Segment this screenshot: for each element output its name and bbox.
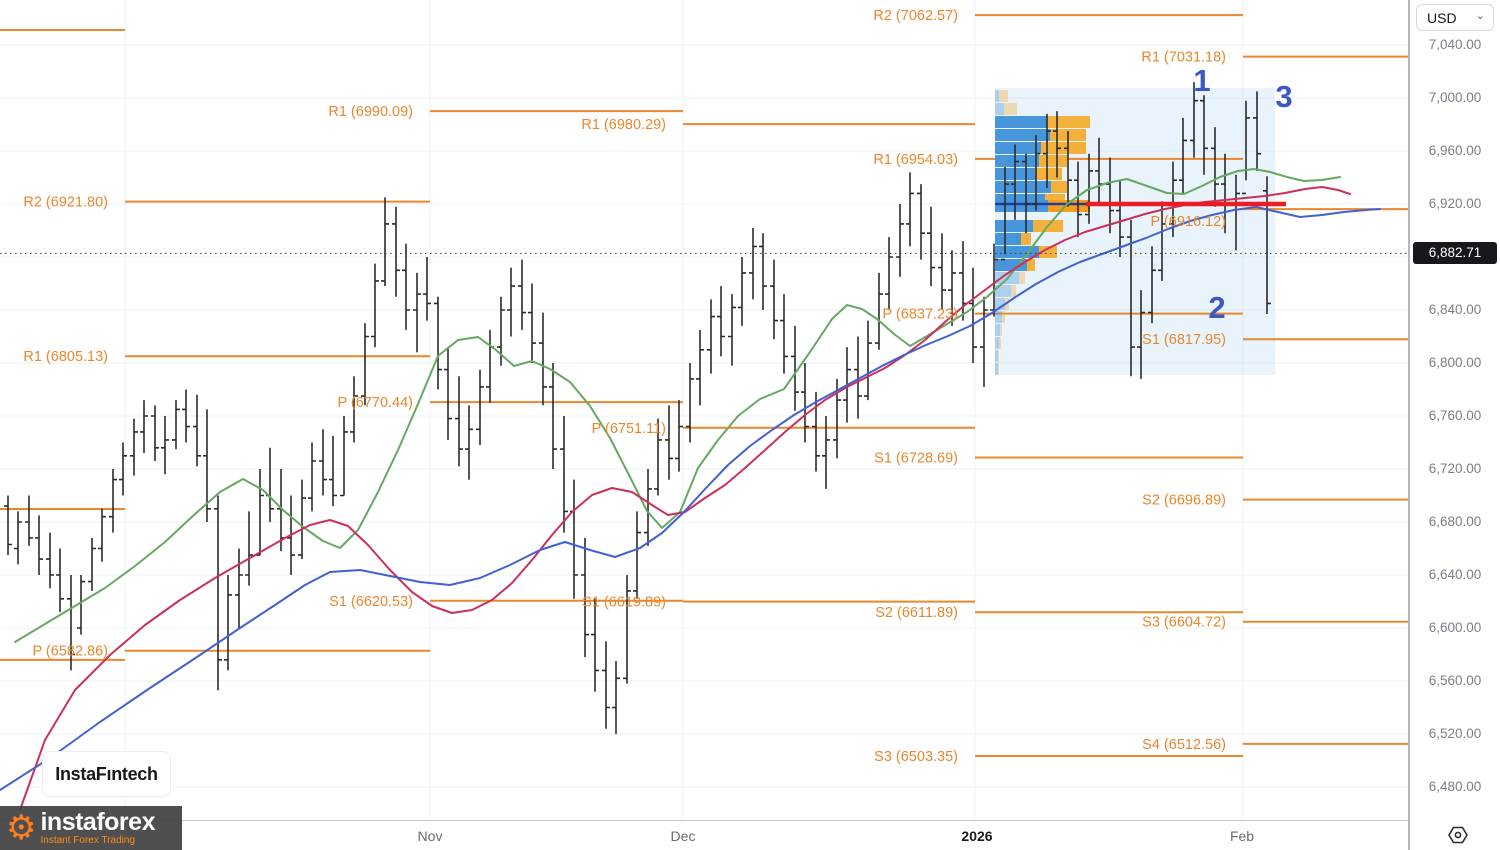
time-axis-label: Feb [1229,828,1255,844]
pivot-level-label: S2 (6611.89) [875,605,958,621]
volume-profile-buy-bar [995,324,1000,336]
pivot-level-label: R1 (6805.13) [23,349,108,365]
volume-profile-sell-bar [1035,168,1062,180]
price-axis-label: 6,520.00 [1428,726,1482,741]
instaforex-banner: ⚙ instaforex Instant Forex Trading [0,806,182,850]
price-axis-label: 6,640.00 [1428,567,1482,582]
volume-profile-sell-bar [1002,311,1005,323]
price-axis-label: 7,040.00 [1428,37,1482,52]
volume-profile-buy-bar [995,337,999,349]
price-axis-label: 6,720.00 [1428,461,1482,476]
instafintech-watermark: InstaFıntech [42,751,171,797]
volume-profile-buy-bar [995,311,1002,323]
volume-profile-sell-bar [1039,155,1067,167]
price-axis-label: 6,760.00 [1428,408,1482,423]
pivot-level-label: P (6837.23) [882,307,958,323]
price-chart-svg: R2 (7062.57) R1 (7031.18) R1 (6990.09) R1 (… [0,0,1408,820]
volume-profile-sell-bar [1027,259,1035,271]
volume-profile-buy-bar [995,200,1048,212]
volume-profile-buy-bar [995,116,1047,128]
volume-profile-buy-bar [995,259,1027,271]
volume-profile-sell-bar [1011,285,1016,297]
volume-profile-buy-bar [995,246,1039,258]
pivot-level-label: S1 (6619.89) [582,595,666,611]
pivot-level-label: P (6916.12) [1150,214,1226,230]
volume-profile-sell-bar [1041,142,1086,154]
pivot-level-label: R1 (6980.29) [581,117,666,133]
pivot-level-label: S3 (6604.72) [1142,615,1226,631]
price-axis-label: 6,560.00 [1428,673,1482,688]
ma-mid-line [19,186,1351,811]
ma-fast-line [14,168,1341,643]
pivot-level-label: P (6582.86) [32,644,108,660]
price-chart-canvas[interactable]: R2 (7062.57) R1 (7031.18) R1 (6990.09) R1 (… [0,0,1408,850]
pivot-level-label: S3 (6503.35) [874,749,958,765]
volume-profile-buy-bar [995,350,998,362]
price-axis[interactable]: USD ⌄ 6,882.71 7,040.00 7,000.00 6,960.00 6… [1408,0,1500,850]
time-axis[interactable]: Nov Dec 2026 Feb [0,820,1408,850]
pivot-level-label: R2 (7062.57) [873,8,958,24]
volume-profile-sell-bar [1047,116,1090,128]
price-axis-label: 6,600.00 [1428,620,1482,635]
volume-profile-buy-bar [995,285,1011,297]
pivot-level-label: S1 (6620.53) [329,594,413,610]
volume-profile-sell-bar [1005,298,1009,310]
price-axis-label: 7,000.00 [1428,90,1482,105]
time-axis-label: Dec [670,828,696,844]
volume-profile-buy-bar [995,363,998,375]
price-axis-label: 6,920.00 [1428,196,1482,211]
volume-profile-sell-bar [999,90,1008,102]
axis-settings-button[interactable] [1441,824,1475,846]
pivot-level-label: P (6751.11) [592,421,666,437]
volume-profile-buy-bar [995,233,1021,245]
pivot-level-label: S1 (6728.69) [874,450,958,466]
price-axis-label: 6,840.00 [1428,302,1482,317]
settings-hexagon-icon [1448,826,1468,844]
currency-selector-button[interactable]: USD ⌄ [1416,4,1494,31]
ma-slow-line [0,206,1381,791]
pivot-level-label: P (6770.44) [337,395,413,411]
volume-profile-sell-bar [998,363,999,375]
time-axis-label: 2026 [961,828,993,844]
pivot-level-label: R1 (6954.03) [873,152,958,168]
pivot-level-label: S2 (6696.89) [1142,493,1226,509]
pivot-level-label: R2 (6921.80) [23,195,108,211]
price-axis-label: 6,800.00 [1428,355,1482,370]
volume-profile-sell-bar [998,350,999,362]
price-axis-label: 6,480.00 [1428,779,1482,794]
volume-profile-sell-bar [1039,246,1057,258]
price-axis-label: 6,680.00 [1428,514,1482,529]
volume-profile-buy-bar [995,103,1004,115]
pivot-level-label: S1 (6817.95) [1142,332,1226,348]
volume-profile-buy-bar [995,90,999,102]
instaforex-gear-icon: ⚙ [6,809,37,847]
currency-selector-label: USD [1427,9,1457,26]
volume-profile-buy-bar [995,220,1033,232]
volume-profile-sell-bar [1051,181,1067,193]
volume-profile-buy-bar [995,142,1041,154]
instaforex-tagline: Instant Forex Trading [40,835,135,846]
price-axis-label: 6,960.00 [1428,143,1482,158]
instafintech-watermark-text: InstaFıntech [55,763,158,784]
volume-profile-sell-bar [1000,324,1002,336]
volume-profile-sell-bar [1019,272,1025,284]
ohlc-bars [4,82,1271,734]
current-price-badge: 6,882.71 [1413,242,1497,264]
pivot-level-label: S4 (6512.56) [1142,737,1226,753]
pivot-level-label: R1 (6990.09) [328,104,413,120]
volume-profile-buy-bar [995,298,1005,310]
wave-number-annotation: 1 [1193,63,1210,98]
volume-profile-sell-bar [1021,233,1031,245]
chevron-down-icon: ⌄ [1475,10,1485,22]
wave-number-annotation: 2 [1208,290,1225,325]
volume-profile-buy-bar [995,181,1051,193]
volume-profile-sell-bar [1004,103,1017,115]
volume-profile-sell-bar [999,337,1001,349]
time-axis-label: Nov [417,828,443,844]
wave-number-annotation: 3 [1275,79,1292,114]
pivot-level-label: R1 (7031.18) [1141,50,1226,66]
instaforex-logo-text: instaforex [40,808,155,836]
volume-profile-buy-bar [995,129,1050,141]
